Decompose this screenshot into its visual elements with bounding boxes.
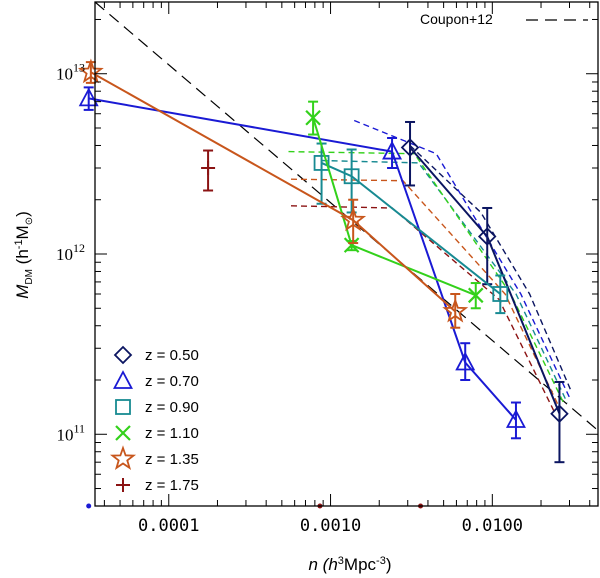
- legend-marker-z-1-35: [109, 445, 137, 471]
- model-curve-z-0-90: [321, 159, 568, 403]
- data-point-z-1-35: [442, 297, 469, 323]
- series-z-1-75: [201, 149, 216, 192]
- data-point-z-1-35: [340, 206, 367, 232]
- series-z-0-90: [313, 142, 509, 315]
- x-tick-label: 0.0010: [300, 516, 361, 536]
- data-point-z-0-50: [400, 138, 420, 157]
- data-point-z-1-75: [201, 160, 216, 175]
- x-tick-label: 0.0001: [138, 516, 199, 536]
- y-label-sub: DM: [24, 269, 35, 285]
- y-tick-exponent: 12: [73, 241, 85, 255]
- data-point-z-0-70: [505, 409, 526, 428]
- y-label-sup: -1: [13, 239, 25, 249]
- y-tick-base: 10: [56, 245, 73, 264]
- series-z-1-35: [77, 58, 469, 329]
- legend: z = 0.50 z = 0.70 z = 0.90 z = 1.10 z = 1.35…: [109, 345, 199, 494]
- legend-label-z-0-50: z = 0.50: [145, 347, 199, 364]
- legend-label-z-0-70: z = 0.70: [145, 373, 199, 390]
- legend-label-z-1-35: z = 1.35: [145, 451, 199, 468]
- legend-item-z-1-35: z = 1.35: [109, 445, 199, 471]
- model-curve-z-1-75: [290, 205, 555, 412]
- y-label-suffix: ): [13, 211, 32, 217]
- y-tick-label: 1012: [56, 241, 85, 264]
- x-label-sup: 3: [338, 555, 344, 567]
- data-point-z-0-90: [492, 286, 509, 302]
- legend-label-z-1-10: z = 1.10: [145, 425, 199, 442]
- x-axis-label: n (h3Mpc-3): [309, 555, 392, 574]
- legend-label-z-0-90: z = 0.90: [145, 399, 199, 416]
- legend-marker-z-1-75: [116, 478, 130, 492]
- model-curve-z-0-50: [409, 144, 573, 393]
- legend-marker-z-1-10: [115, 425, 131, 441]
- y-tick-label: 1013: [56, 61, 85, 84]
- legend-item-z-0-90: z = 0.90: [115, 399, 199, 416]
- reference-legend-label: Coupon+12: [420, 11, 493, 27]
- y-tick-base: 10: [56, 425, 73, 444]
- y-tick-base: 10: [56, 65, 73, 84]
- legend-marker-z-0-90: [115, 399, 131, 415]
- data-point-z-1-10: [467, 287, 484, 304]
- data-point-z-1-35: [77, 58, 104, 84]
- legend-item-z-1-10: z = 1.10: [115, 425, 199, 442]
- reference-legend: Coupon+12: [420, 11, 588, 27]
- x-label-prefix: n (h: [309, 555, 338, 574]
- legend-item-z-0-70: z = 0.70: [113, 370, 199, 390]
- series-z-1-10: [305, 100, 484, 310]
- y-label-sub2: ⊙: [24, 217, 35, 225]
- y-axis-label: MDM (h-1M⊙): [13, 211, 35, 299]
- series-z-0-70: [78, 86, 526, 440]
- data-point-z-1-10: [305, 109, 321, 126]
- series-z-0-50: [400, 120, 569, 464]
- x-tick-label: 0.0100: [462, 516, 523, 536]
- x-label-suffix: ): [386, 555, 392, 574]
- data-point-z-0-50: [477, 227, 497, 246]
- model-curves-group: [288, 119, 573, 412]
- data-point-z-0-90: [343, 168, 360, 185]
- data-series-group: [77, 58, 569, 464]
- y-tick-exponent: 11: [73, 421, 85, 435]
- data-point-z-0-50: [550, 404, 569, 423]
- legend-marker-z-0-70: [113, 370, 133, 389]
- data-point-z-0-70: [78, 87, 99, 107]
- y-label-unit: M: [13, 225, 32, 239]
- y-tick-exponent: 13: [73, 61, 85, 75]
- data-point-z-1-10: [343, 237, 360, 253]
- legend-item-z-0-50: z = 0.50: [113, 345, 199, 365]
- data-point-z-0-90: [313, 155, 330, 171]
- data-point-z-0-70: [382, 140, 403, 160]
- bottom-axis-marker: [86, 503, 92, 509]
- series-line-z-0-70: [88, 97, 517, 421]
- x-label-sup2: -3: [376, 555, 386, 567]
- legend-label-z-1-75: z = 1.75: [145, 477, 199, 494]
- legend-marker-z-0-50: [113, 345, 133, 365]
- data-point-z-0-70: [455, 351, 476, 371]
- model-curve-z-1-35: [290, 178, 561, 409]
- y-label-mid: (h: [13, 249, 32, 269]
- y-label-main: M: [13, 284, 32, 299]
- x-label-unit: Mpc: [344, 555, 377, 574]
- y-tick-label: 1011: [56, 421, 85, 444]
- legend-item-z-1-75: z = 1.75: [116, 477, 199, 494]
